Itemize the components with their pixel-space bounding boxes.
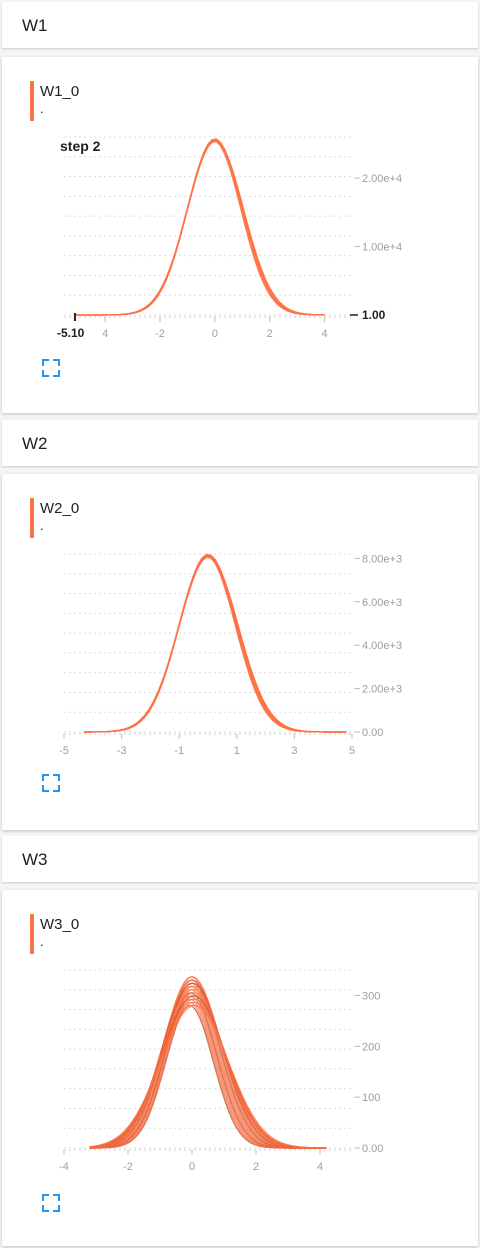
series-line (84, 553, 347, 733)
fullscreen-icon-corner (53, 1205, 60, 1212)
x-tick-label: 4 (102, 328, 108, 340)
section-header[interactable]: W1 (2, 2, 478, 48)
series-line (84, 555, 347, 733)
fullscreen-icon-corner (42, 1194, 49, 1201)
fullscreen-icon-corner (42, 1205, 49, 1212)
fullscreen-icon[interactable] (42, 774, 60, 792)
card-title: W3_0 (40, 916, 80, 933)
y-tick-label: 200 (362, 1041, 380, 1053)
fullscreen-icon-corner (42, 785, 49, 792)
histogram-card: W1_0 . 4 -2 0 2 4 1.00e+4 2.00e+4 step 2 -5.10 1.… (2, 57, 478, 413)
histogram-card: W2_0 . -5 -3 -1 1 3 5 0.00 2.00e+3 4.00e+3 6.00e+… (2, 474, 478, 830)
series-line (84, 554, 347, 733)
series-line (89, 1004, 327, 1149)
series-line (84, 554, 347, 733)
y-tick-label: 2.00e+3 (362, 684, 402, 696)
x-tick-label: 1 (234, 745, 240, 757)
y-tick-label: 6.00e+3 (362, 597, 402, 609)
y-tick-label: 100 (362, 1092, 380, 1104)
hover-y-readout: 1.00 (362, 308, 386, 322)
fullscreen-icon-corner (53, 785, 60, 792)
y-tick-label: 1.00e+4 (362, 242, 402, 254)
run-color-bar (30, 914, 34, 954)
x-tick-label: -5 (59, 745, 69, 757)
x-tick-label: -2 (155, 328, 165, 340)
section-title: W2 (22, 434, 48, 453)
x-tick-label: 5 (349, 745, 355, 757)
histogram-chart[interactable]: -5 -3 -1 1 3 5 0.00 2.00e+3 4.00e+3 6.00e+3 8.00e+… (2, 474, 478, 830)
card-subtitle: . (40, 934, 44, 949)
y-tick-label: 300 (362, 990, 380, 1002)
series-line (84, 554, 347, 733)
series-line (84, 555, 347, 733)
fullscreen-icon-corner (53, 370, 60, 377)
x-tick-label: 4 (317, 1161, 323, 1173)
x-tick-label: 3 (291, 745, 297, 757)
series-line (75, 140, 325, 316)
section-header[interactable]: W2 (2, 420, 478, 466)
series-line (84, 556, 347, 733)
run-color-bar (30, 81, 34, 121)
card-title: W1_0 (40, 83, 80, 100)
x-tick-label: 0 (212, 328, 218, 340)
fullscreen-icon-corner (53, 359, 60, 366)
y-tick-label: 0.00 (362, 1143, 383, 1155)
x-tick-label: 0 (189, 1161, 195, 1173)
fullscreen-icon[interactable] (42, 1194, 60, 1212)
x-tick-label: 4 (322, 328, 328, 340)
hover-x-readout: -5.10 (57, 326, 85, 340)
run-color-bar (30, 498, 34, 538)
x-tick-label: 2 (267, 328, 273, 340)
hover-step-label: step 2 (60, 138, 101, 154)
histogram-card: W3_0 . -4 -2 0 2 4 0.00 100 200 300 (2, 890, 478, 1246)
section-title: W3 (22, 850, 48, 869)
fullscreen-icon-corner (42, 774, 49, 781)
fullscreen-icon-corner (42, 370, 49, 377)
series-line (84, 555, 347, 733)
card-title: W2_0 (40, 500, 80, 517)
fullscreen-icon-corner (53, 774, 60, 781)
x-tick-label: -3 (117, 745, 127, 757)
card-subtitle: . (40, 518, 44, 533)
section-title: W1 (22, 16, 48, 35)
x-tick-label: -2 (123, 1161, 133, 1173)
x-tick-label: -4 (59, 1161, 69, 1173)
y-tick-label: 2.00e+4 (362, 173, 402, 185)
fullscreen-icon-corner (53, 1194, 60, 1201)
x-tick-label: 2 (253, 1161, 259, 1173)
fullscreen-icon[interactable] (42, 359, 60, 377)
x-tick-label: -1 (174, 745, 184, 757)
card-subtitle: . (40, 101, 44, 116)
y-tick-label: 4.00e+3 (362, 640, 402, 652)
histogram-chart[interactable]: -4 -2 0 2 4 0.00 100 200 300 (2, 890, 478, 1246)
fullscreen-icon-corner (42, 359, 49, 366)
y-tick-label: 8.00e+3 (362, 553, 402, 565)
section-header[interactable]: W3 (2, 836, 478, 882)
histogram-chart[interactable]: 4 -2 0 2 4 1.00e+4 2.00e+4 step 2 -5.10 1.00 (2, 57, 478, 413)
y-tick-label: 0.00 (362, 727, 383, 739)
